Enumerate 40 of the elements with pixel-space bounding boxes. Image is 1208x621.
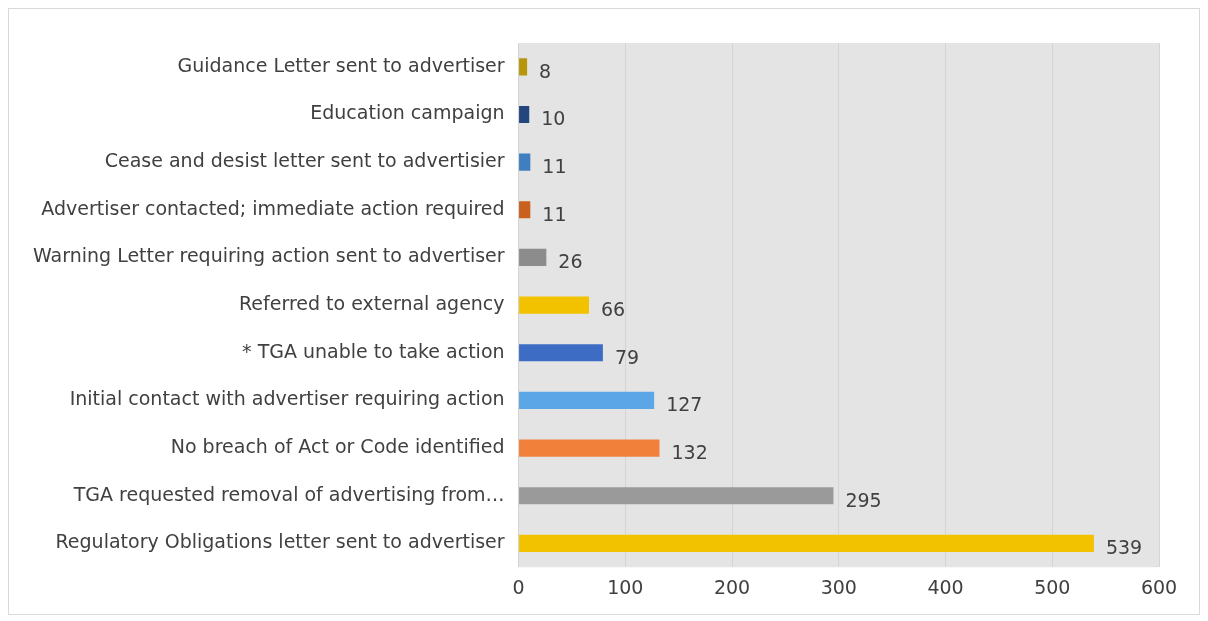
bar xyxy=(519,248,547,267)
y-tick-label: No breach of Act or Code identified xyxy=(170,435,505,457)
y-tick-label: Education campaign xyxy=(310,101,505,124)
bar xyxy=(519,439,660,457)
data-label: 79 xyxy=(614,345,640,368)
bar xyxy=(519,201,531,219)
y-tick-label: Advertiser contacted; immediate action required xyxy=(41,196,505,219)
y-tick-label: * TGA unable to take action xyxy=(242,339,505,362)
x-tick-label: 100 xyxy=(607,575,644,598)
bar xyxy=(519,391,655,409)
bar xyxy=(519,296,590,314)
y-tick-label: Referred to external agency xyxy=(239,292,505,315)
bar xyxy=(519,153,531,171)
data-label: 8 xyxy=(539,59,552,82)
y-tick-label: Cease and desist letter sent to advertisier xyxy=(104,149,505,172)
data-label: 66 xyxy=(601,298,626,321)
bar xyxy=(519,344,603,362)
bar xyxy=(519,105,530,124)
y-tick-label: Guidance Letter sent to advertiser xyxy=(177,53,505,76)
bar xyxy=(519,534,1094,552)
y-tick-label: Regulatory Obligations letter sent to advertiser xyxy=(55,530,505,553)
x-tick-label: 0 xyxy=(512,575,525,598)
data-label: 26 xyxy=(558,250,583,273)
data-label: 295 xyxy=(845,488,882,511)
data-label: 10 xyxy=(541,107,566,130)
y-tick-label: Warning Letter requiring action sent to advertiser xyxy=(32,244,505,267)
x-tick-label: 400 xyxy=(927,575,964,598)
bar xyxy=(519,487,834,505)
x-tick-label: 300 xyxy=(820,575,857,598)
x-tick-label: 500 xyxy=(1034,575,1071,598)
x-tick-label: 200 xyxy=(713,575,751,598)
data-label: 127 xyxy=(666,393,703,416)
y-tick-label: Initial contact with advertiser requiring action xyxy=(69,387,505,410)
bar xyxy=(519,58,528,76)
y-tick-label: TGA requested removal of advertising from… xyxy=(72,482,505,505)
data-label: 11 xyxy=(542,202,567,225)
data-label: 539 xyxy=(1105,536,1143,559)
data-label: 11 xyxy=(542,155,567,178)
data-label: 132 xyxy=(671,441,708,463)
x-tick-label: 600 xyxy=(1140,575,1178,598)
